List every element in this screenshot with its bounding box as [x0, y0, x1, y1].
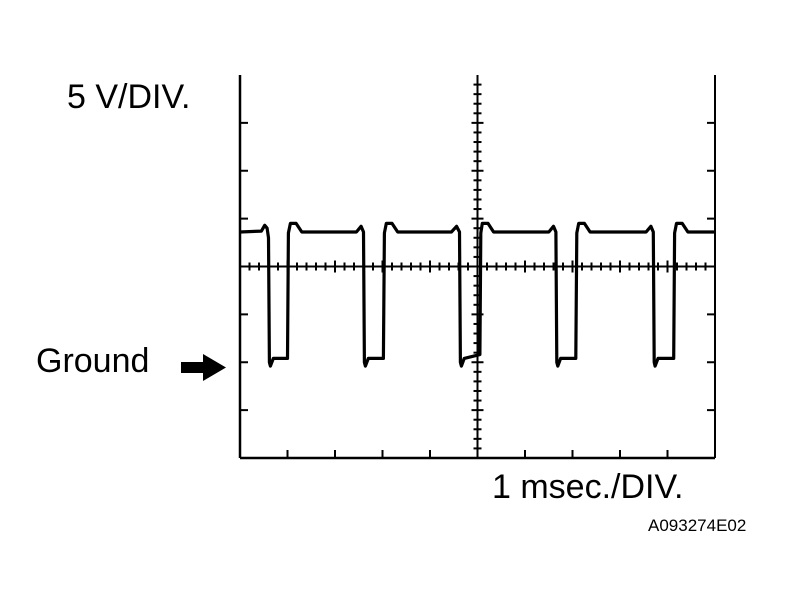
ground-label: Ground — [36, 342, 150, 380]
ground-arrow-icon — [181, 354, 226, 381]
graticule — [238, 75, 716, 460]
vertical-scale-label: 5 V/DIV. — [67, 78, 191, 116]
waveform-trace — [239, 221, 715, 368]
figure-code: A093274E02 — [648, 516, 747, 535]
horizontal-scale-label: 1 msec./DIV. — [492, 468, 684, 506]
